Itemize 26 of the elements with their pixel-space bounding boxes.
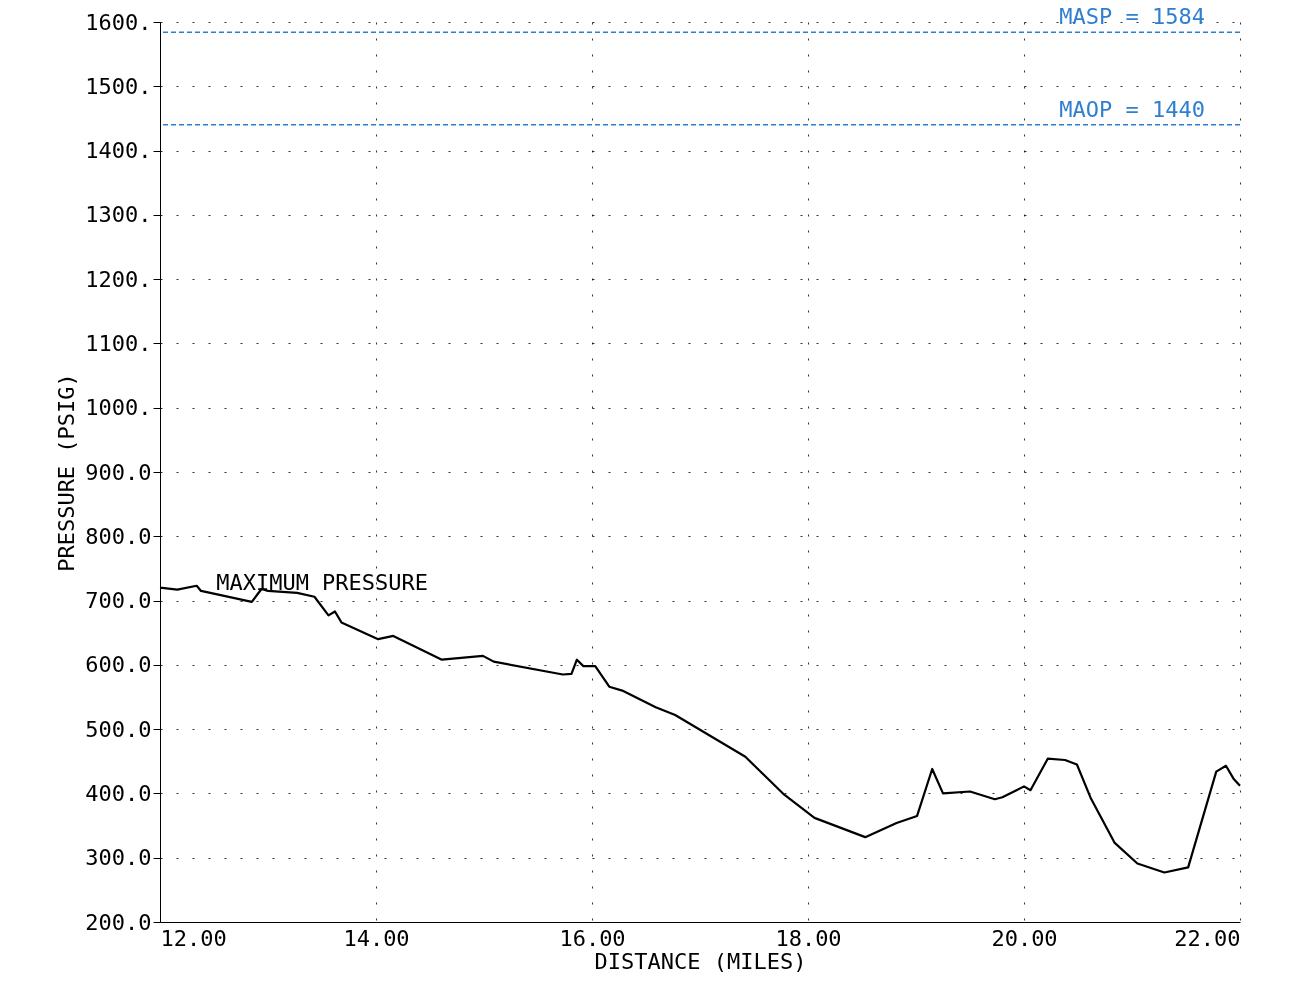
y-axis-title: PRESSURE (PSIG) bbox=[54, 373, 80, 572]
y-tick-label: 1000. bbox=[85, 395, 152, 421]
x-tick-label: 20.00 bbox=[991, 925, 1058, 951]
y-tick-label: 1300. bbox=[85, 202, 152, 228]
x-tick-label: 16.00 bbox=[559, 925, 626, 951]
annotation: MAXIMUM PRESSURE bbox=[216, 569, 429, 595]
y-tick-label: 1200. bbox=[85, 266, 152, 292]
y-tick-label: 800.0 bbox=[85, 523, 152, 549]
x-tick-label: 14.00 bbox=[343, 925, 410, 951]
y-tick-label: 1600. bbox=[85, 9, 152, 35]
y-tick-label: 700.0 bbox=[85, 588, 152, 614]
y-tick-label: 1500. bbox=[85, 73, 152, 99]
y-tick-label: 400.0 bbox=[85, 780, 152, 806]
y-tick-label: 600.0 bbox=[85, 652, 152, 678]
y-tick-label: 500.0 bbox=[85, 716, 152, 742]
y-tick-label: 200.0 bbox=[85, 909, 152, 935]
y-tick-label: 1100. bbox=[85, 330, 152, 356]
x-tick-label: 22.00 bbox=[1174, 925, 1241, 951]
x-axis-title: DISTANCE (MILES) bbox=[594, 948, 807, 974]
x-tick-label: 12.00 bbox=[160, 925, 227, 951]
x-tick-label: 18.00 bbox=[775, 925, 842, 951]
y-tick-label: 1400. bbox=[85, 138, 152, 164]
ref-line-label: MASP = 1584 bbox=[1059, 4, 1205, 30]
y-tick-label: 900.0 bbox=[85, 459, 152, 485]
y-tick-label: 300.0 bbox=[85, 845, 152, 871]
ref-line-label: MAOP = 1440 bbox=[1059, 96, 1205, 122]
